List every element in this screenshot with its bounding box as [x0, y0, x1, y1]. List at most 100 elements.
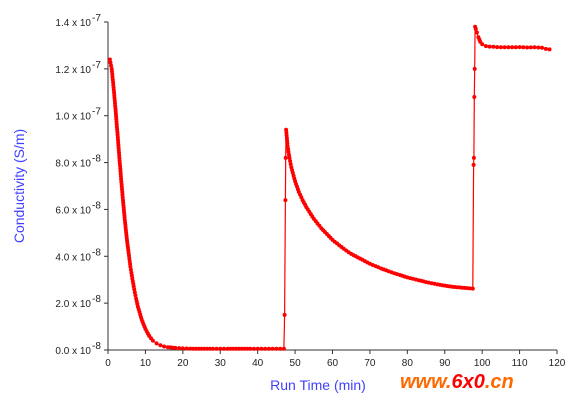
y-tick-exponent: -7: [92, 13, 101, 24]
data-point: [158, 343, 163, 348]
data-point: [132, 290, 137, 295]
data-point: [540, 45, 544, 50]
x-tick-label: 110: [512, 358, 528, 369]
data-point: [205, 346, 210, 351]
data-point: [495, 45, 500, 50]
data-point: [237, 346, 241, 351]
data-point: [259, 346, 264, 351]
data-point: [199, 346, 204, 351]
data-point: [184, 346, 189, 351]
x-tick-label: 120: [549, 358, 566, 369]
data-point: [242, 346, 247, 351]
data-point: [287, 155, 292, 160]
data-point: [517, 45, 522, 50]
plot-area: 0 10 20 30 40 50 60 70 80 90 100 110 120 0.0 x 10 -82…: [55, 13, 565, 369]
x-tick-label: 60: [327, 358, 339, 369]
x-tick-label: 10: [140, 358, 152, 369]
data-point: [162, 344, 167, 349]
data-point: [283, 198, 288, 203]
data-point: [248, 346, 253, 351]
data-point: [543, 46, 548, 51]
data-point: [263, 346, 268, 351]
data-point: [222, 346, 226, 351]
y-tick-label: 1.2 x 10: [55, 65, 91, 76]
y-tick-exponent: -8: [92, 247, 101, 258]
data-point: [286, 150, 291, 154]
data-point: [234, 346, 239, 351]
x-tick-label: 80: [402, 358, 414, 369]
data-point: [521, 45, 526, 50]
y-tick-label: 0.0 x 10: [55, 346, 91, 357]
data-point: [193, 346, 198, 351]
data-point: [108, 60, 113, 65]
x-tick-label: 70: [364, 358, 376, 369]
data-point: [487, 44, 492, 49]
data-point: [128, 264, 133, 269]
x-tick-label: 50: [290, 358, 302, 369]
series-line: [109, 26, 550, 350]
data-point: [173, 345, 178, 350]
data-point: [228, 346, 233, 351]
x-tick-label: 20: [177, 358, 189, 369]
data-point: [177, 346, 182, 351]
data-point: [274, 346, 279, 351]
data-point: [132, 287, 137, 292]
data-point: [218, 346, 223, 351]
data-point: [133, 293, 138, 298]
data-point: [188, 346, 193, 351]
data-point: [270, 346, 275, 351]
data-point: [532, 45, 537, 50]
y-tick-exponent: -7: [92, 107, 101, 118]
data-point: [502, 45, 507, 50]
data-point: [525, 45, 530, 50]
data-point: [278, 346, 283, 351]
data-point: [191, 346, 196, 351]
y-tick-exponent: -8: [92, 200, 101, 211]
data-point: [491, 44, 496, 49]
x-tick-label: 0: [105, 358, 111, 369]
y-axis-title: Conductivity (S/m): [11, 129, 27, 243]
y-tick-label: 2.0 x 10: [55, 299, 91, 310]
x-tick-label: 30: [215, 358, 227, 369]
data-point: [288, 159, 293, 163]
y-tick-label: 4.0 x 10: [55, 252, 91, 263]
data-point: [180, 346, 185, 351]
x-tick-label: 90: [439, 358, 451, 369]
data-point: [202, 346, 207, 351]
watermark-prefix: www.: [400, 371, 451, 393]
data-point: [107, 57, 112, 62]
data-point: [225, 346, 230, 351]
data-point: [196, 346, 201, 351]
data-point: [483, 44, 488, 49]
data-point: [150, 338, 155, 343]
data-point: [513, 45, 518, 50]
data-point: [472, 95, 477, 99]
y-tick-exponent: -8: [92, 154, 101, 165]
x-ticks: 0 10 20 30 40 50 60 70 80 90 100 110 120: [105, 350, 566, 369]
y-tick-label: 1.4 x 10: [55, 18, 91, 29]
data-point: [473, 27, 478, 31]
y-ticks: 0.0 x 10 -82.0 x 10 -84.0 x 10 -86.0 x 10 -8…: [55, 13, 108, 357]
data-point: [283, 155, 288, 160]
data-point: [472, 66, 477, 71]
watermark: www.6x0.cn: [400, 371, 514, 393]
data-point: [510, 45, 515, 50]
data-point: [474, 30, 479, 35]
data-point: [251, 346, 256, 351]
data-point: [109, 63, 114, 68]
data-point: [239, 346, 244, 351]
data-point: [536, 45, 541, 50]
data-point: [528, 45, 533, 50]
data-point: [470, 286, 475, 291]
data-point: [154, 341, 159, 346]
data-point: [480, 42, 485, 47]
data-point: [231, 346, 236, 351]
watermark-highlight: 6x0: [451, 371, 484, 393]
watermark-suffix: .cn: [485, 371, 514, 393]
y-tick-exponent: -8: [92, 294, 101, 305]
y-tick-label: 8.0 x 10: [55, 159, 91, 170]
x-axis-title: Run Time (min): [270, 377, 366, 393]
y-tick-exponent: -7: [92, 60, 101, 71]
data-point: [498, 45, 503, 50]
y-tick-label: 1.0 x 10: [55, 112, 91, 123]
